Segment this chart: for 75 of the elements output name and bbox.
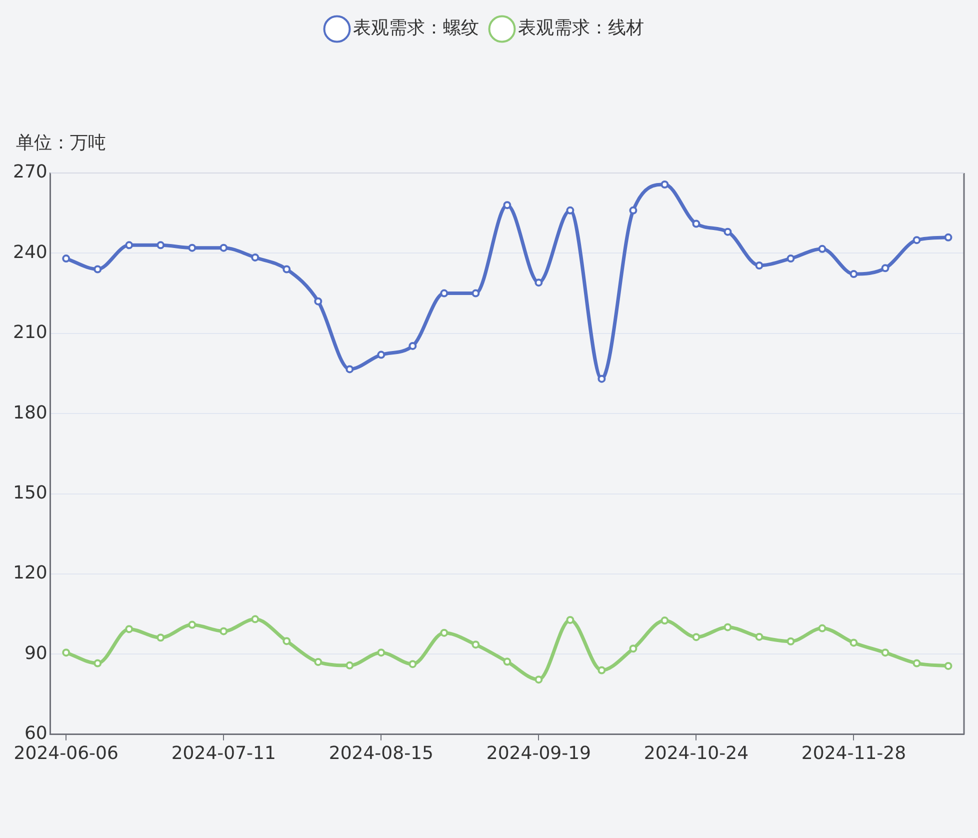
point [912, 236, 921, 244]
point [94, 265, 102, 274]
point [912, 659, 921, 668]
point [282, 637, 291, 646]
point [818, 244, 826, 253]
point [62, 254, 70, 263]
point [346, 661, 354, 670]
point [472, 640, 480, 649]
point [755, 262, 764, 270]
point [534, 278, 543, 287]
y-tick-label: 180 [12, 402, 48, 424]
point [881, 648, 890, 657]
point [881, 264, 890, 272]
legend-label: 表观需求：线材 [518, 18, 644, 39]
point [503, 658, 512, 666]
point [503, 201, 512, 210]
point [156, 634, 165, 642]
point [408, 342, 417, 350]
point [282, 265, 291, 274]
point [62, 648, 70, 657]
point [818, 624, 826, 632]
point [850, 270, 858, 278]
y-tick-label: 120 [12, 562, 48, 584]
point [125, 241, 134, 250]
point [534, 676, 543, 684]
point [440, 289, 448, 298]
y-tick-label: 60 [24, 723, 48, 744]
point [944, 233, 952, 242]
y-tick-label: 150 [12, 482, 48, 504]
point [125, 625, 134, 634]
point [598, 374, 606, 383]
point [220, 244, 228, 252]
point [408, 660, 417, 668]
x-tick-label: 2024-06-06 [14, 742, 118, 764]
x-tick-label: 2024-09-19 [486, 742, 591, 764]
point [346, 365, 354, 374]
point [786, 637, 795, 646]
point [377, 350, 386, 359]
point [755, 632, 764, 641]
point [566, 206, 574, 214]
y-tick-label: 270 [12, 162, 48, 183]
point [314, 297, 322, 306]
point [251, 615, 260, 624]
y-tick-label: 90 [24, 642, 48, 664]
point [566, 616, 574, 624]
point [94, 659, 102, 668]
point [377, 648, 386, 657]
point [188, 620, 196, 629]
point [440, 628, 448, 637]
point [629, 644, 638, 653]
y-axis-title: 单位：万吨 [16, 132, 106, 154]
point [944, 662, 952, 670]
point [188, 244, 196, 252]
x-tick-label: 2024-08-15 [328, 742, 434, 764]
point [660, 180, 669, 188]
x-tick-label: 2024-10-24 [644, 742, 749, 764]
y-tick-label: 210 [12, 322, 48, 344]
point [314, 658, 322, 666]
point [850, 638, 858, 647]
legend-label: 表观需求：螺纹 [353, 18, 479, 39]
point [220, 627, 228, 636]
point [472, 289, 480, 298]
point [629, 206, 638, 214]
point [692, 220, 700, 228]
point [692, 633, 700, 642]
point [251, 253, 260, 262]
point [724, 228, 732, 236]
x-tick-label: 2024-11-28 [801, 742, 906, 764]
point [660, 616, 669, 625]
x-tick-label: 2024-07-11 [171, 742, 276, 764]
point [598, 666, 606, 674]
y-tick-label: 240 [12, 242, 48, 263]
point [724, 623, 732, 632]
point [156, 241, 165, 250]
point [786, 254, 795, 263]
